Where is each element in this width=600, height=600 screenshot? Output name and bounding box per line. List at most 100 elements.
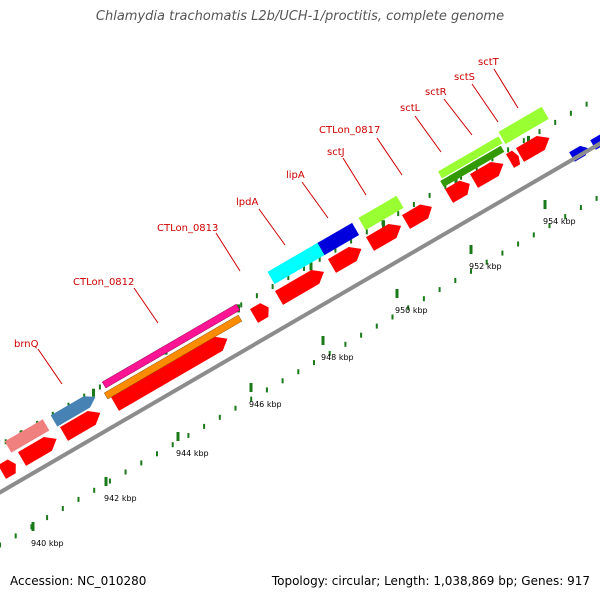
outer-major-tick: [382, 220, 385, 229]
outer-minor-tick: [334, 247, 337, 253]
outer-minor-tick: [98, 384, 101, 390]
inner-minor-tick: [564, 214, 567, 220]
inner-minor-tick: [171, 442, 174, 448]
connector-lines: [37, 68, 519, 385]
inner-minor-tick: [313, 360, 315, 366]
cds-red-arrow: [275, 270, 324, 305]
gene-label: CTLon_0817: [319, 125, 380, 136]
inner-minor-tick: [470, 268, 472, 274]
outer-major-tick: [309, 262, 313, 271]
inner-minor-tick: [124, 469, 127, 475]
outer-minor-tick: [83, 393, 86, 399]
inner-minor-tick: [360, 332, 363, 338]
feature-lime-block: [358, 195, 404, 231]
inner-minor-tick: [328, 350, 331, 356]
gene-label-connector: [258, 208, 286, 246]
map-title: Chlamydia trachomatis L2b/UCH-1/proctiti…: [95, 9, 505, 24]
kbp-label: 942 kbp: [104, 494, 137, 503]
inner-minor-tick: [501, 250, 504, 256]
cds-red-arrow: [250, 303, 269, 323]
feature-cyan-block: [267, 240, 329, 285]
outer-minor-tick: [271, 284, 274, 290]
outer-minor-tick: [412, 202, 415, 207]
inner-minor-tick: [422, 296, 425, 302]
outer-minor-tick: [585, 101, 588, 107]
inner-minor-tick: [203, 423, 206, 429]
outer-minor-tick: [303, 265, 305, 271]
gene-label: CTLon_0812: [73, 277, 134, 288]
outer-minor-tick: [428, 192, 431, 198]
outer-minor-tick: [475, 165, 478, 171]
gene-label-connector: [342, 157, 367, 196]
outer-minor-tick: [350, 238, 353, 244]
inner-minor-tick: [281, 378, 284, 384]
inner-major-tick: [176, 432, 180, 441]
inner-minor-tick: [234, 405, 237, 411]
feature-salmon-block: [4, 419, 50, 453]
gene-label: CTLon_0813: [157, 223, 218, 234]
outer-minor-tick: [491, 156, 494, 162]
inner-major-tick: [31, 522, 35, 531]
inner-minor-tick: [517, 241, 520, 247]
inner-minor-tick: [407, 305, 410, 311]
inner-major-tick: [469, 245, 473, 254]
outer-major-tick: [92, 388, 95, 397]
inner-major-tick: [543, 200, 547, 209]
inner-minor-tick: [548, 223, 551, 229]
cds-red-arrow: [366, 224, 402, 251]
outer-major-tick: [454, 178, 458, 187]
gene-label: lipA: [286, 170, 305, 181]
inner-minor-tick: [30, 524, 33, 530]
genome-backbone: [0, 141, 600, 495]
gene-label: sctT: [478, 57, 500, 68]
gene-label: sctJ: [327, 147, 345, 158]
gene-label-connector: [443, 98, 473, 136]
accession-text: Accession: NC_010280: [10, 574, 147, 588]
feature-brnQ-block: [50, 396, 96, 427]
outer-minor-tick: [522, 138, 525, 144]
gene-label-connector: [133, 287, 159, 324]
kbp-label: 944 kbp: [176, 449, 209, 458]
gene-label: sctS: [454, 72, 475, 83]
cds-red-arrow: [445, 180, 470, 203]
kbp-label: 946 kbp: [249, 400, 282, 409]
inner-minor-tick: [46, 515, 49, 521]
outer-minor-tick: [255, 293, 258, 299]
feature-lime-upper: [438, 136, 503, 179]
outer-minor-tick: [287, 275, 290, 280]
cds-red-arrow: [60, 411, 101, 441]
gene-label-connector: [414, 115, 442, 153]
outer-minor-tick: [240, 302, 243, 308]
inner-minor-tick: [579, 205, 582, 210]
cds-red-arrow: [402, 204, 432, 229]
inner-major-tick: [321, 336, 325, 345]
inner-major-tick: [249, 383, 253, 392]
outer-minor-tick: [538, 129, 541, 135]
gene-label-connector: [376, 137, 403, 176]
feature-blue-block: [317, 222, 360, 256]
feature-layer: [0, 106, 600, 479]
inner-minor-tick: [218, 414, 221, 420]
gene-label: sctR: [425, 87, 447, 98]
cds-red-arrow: [0, 459, 16, 479]
topology-length-genes-text: Topology: circular; Length: 1,038,869 bp…: [271, 574, 590, 588]
outer-minor-tick: [507, 147, 510, 153]
cds-red-arrow: [328, 247, 362, 273]
gene-label-connector: [471, 83, 499, 123]
inner-minor-tick: [595, 195, 598, 201]
inner-minor-tick: [485, 259, 488, 265]
gene-label-connector: [493, 68, 519, 109]
kbp-label: 952 kbp: [469, 262, 502, 271]
inner-minor-tick: [93, 487, 96, 493]
inner-minor-tick: [156, 451, 158, 457]
outer-minor-tick: [365, 229, 368, 235]
kbp-labels-layer: 940 kbp 942 kbp 944 kbp 946 kbp 948 kbp 950 k…: [31, 217, 576, 548]
inner-minor-tick: [140, 460, 143, 466]
feature-lime-end: [498, 106, 549, 145]
inner-minor-tick: [250, 396, 253, 402]
inner-minor-tick: [77, 496, 80, 502]
inner-major-tick: [104, 477, 108, 486]
inner-minor-tick: [297, 369, 300, 375]
cds-red-arrow: [18, 437, 57, 466]
inner-major-tick: [395, 289, 399, 298]
